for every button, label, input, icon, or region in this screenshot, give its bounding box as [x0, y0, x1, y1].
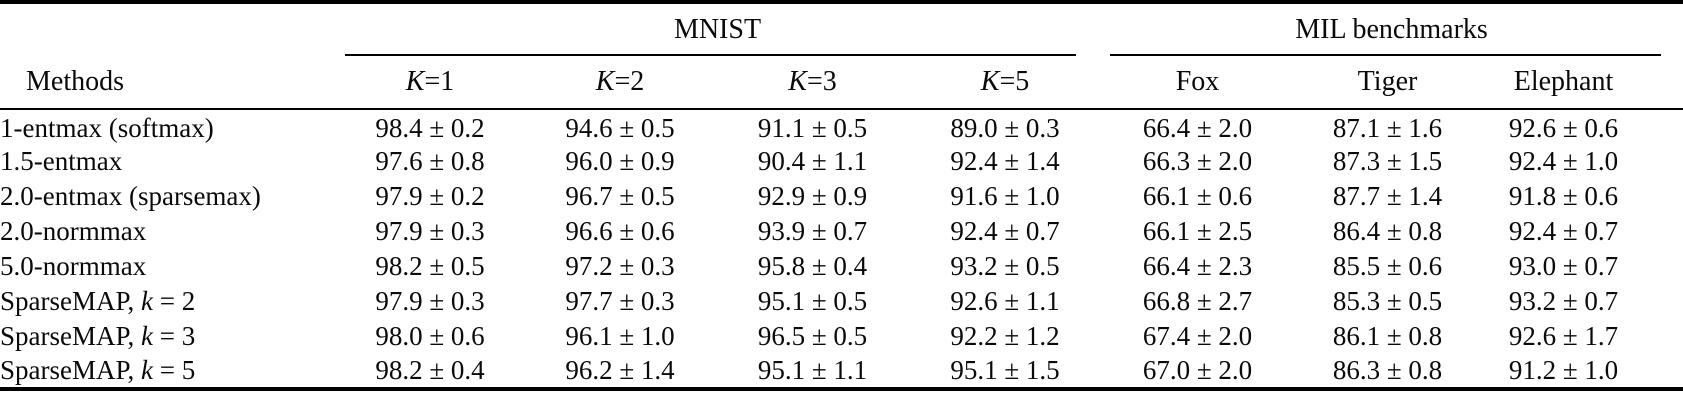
method-name: 1-entmax (softmax): [0, 113, 214, 143]
group-header-mnist-label: MNIST: [673, 14, 762, 45]
table-row: SparseMAP, k = 3 98.0 ± 0.6 96.1 ± 1.0 96.5…: [0, 319, 1683, 354]
method-name: 2.0-entmax (sparsemax): [0, 181, 261, 211]
results-table-body: 1-entmax (softmax) 98.4 ± 0.2 94.6 ± 0.5 91…: [0, 109, 1683, 389]
result-value: 95.1 ± 1.5: [950, 355, 1060, 385]
result-value: 96.7 ± 0.5: [565, 181, 675, 211]
result-value: 97.9 ± 0.2: [375, 181, 485, 211]
result-value: 92.4 ± 1.4: [950, 146, 1060, 176]
method-name: 5.0-normmax: [0, 251, 147, 281]
table-row: 5.0-normmax 98.2 ± 0.5 97.2 ± 0.3 95.8 ± 0.…: [0, 249, 1683, 284]
result-value: 92.6 ± 1.7: [1508, 321, 1619, 351]
result-value: 97.7 ± 0.3: [565, 286, 675, 316]
result-value: 98.0 ± 0.6: [375, 321, 485, 351]
result-value: 92.6 ± 1.1: [950, 286, 1060, 316]
result-value: 87.3 ± 1.5: [1332, 146, 1443, 176]
result-value: 92.4 ± 0.7: [950, 216, 1060, 246]
result-value: 95.1 ± 1.1: [757, 355, 868, 385]
result-value: 86.4 ± 0.8: [1332, 216, 1443, 246]
table-row: 1-entmax (softmax) 98.4 ± 0.2 94.6 ± 0.5 91…: [0, 109, 1683, 144]
col-header-elephant: Elephant: [1480, 56, 1683, 110]
table-row: SparseMAP, k = 5 98.2 ± 0.4 96.2 ± 1.4 95.1…: [0, 354, 1683, 389]
result-value: 92.9 ± 0.9: [757, 181, 868, 211]
result-value: 85.3 ± 0.5: [1332, 286, 1443, 316]
result-value: 97.9 ± 0.3: [375, 286, 485, 316]
result-value: 92.6 ± 0.6: [1508, 113, 1619, 143]
method-name: SparseMAP, k = 3: [0, 321, 196, 351]
result-value: 66.1 ± 2.5: [1142, 216, 1253, 246]
table-row: 2.0-normmax 97.9 ± 0.3 96.6 ± 0.6 93.9 ± 0.…: [0, 214, 1683, 249]
result-value: 66.1 ± 0.6: [1142, 181, 1253, 211]
result-value: 86.1 ± 0.8: [1332, 321, 1443, 351]
table-row: 1.5-entmax 97.6 ± 0.8 96.0 ± 0.9 90.4 ± 1.1…: [0, 144, 1683, 179]
result-value: 91.8 ± 0.6: [1508, 181, 1619, 211]
table-row: SparseMAP, k = 2 97.9 ± 0.3 97.7 ± 0.3 95.1…: [0, 284, 1683, 319]
results-table: MNIST MIL benchmarks Methods K=1 K=2 K=3…: [0, 0, 1683, 391]
method-name: 1.5-entmax: [0, 146, 123, 176]
result-value: 96.6 ± 0.6: [565, 216, 675, 246]
result-value: 91.1 ± 0.5: [757, 113, 868, 143]
result-value: 86.3 ± 0.8: [1332, 355, 1443, 385]
method-name: SparseMAP, k = 5: [0, 355, 196, 385]
col-header-fox: Fox: [1100, 56, 1295, 110]
col-header-k2: K=2: [525, 56, 715, 110]
result-value: 89.0 ± 0.3: [950, 113, 1060, 143]
method-name: 2.0-normmax: [0, 216, 147, 246]
result-value: 93.9 ± 0.7: [757, 216, 868, 246]
result-value: 66.4 ± 2.0: [1142, 113, 1253, 143]
col-header-k3: K=3: [715, 56, 910, 110]
result-value: 87.7 ± 1.4: [1332, 181, 1443, 211]
column-header-row: Methods K=1 K=2 K=3 K=5 Fox Tiger Elepha…: [0, 56, 1683, 110]
result-value: 98.4 ± 0.2: [375, 113, 485, 143]
result-value: 91.2 ± 1.0: [1508, 355, 1619, 385]
result-value: 96.5 ± 0.5: [757, 321, 868, 351]
group-header-spacer: [0, 2, 335, 56]
result-value: 92.4 ± 0.7: [1508, 216, 1619, 246]
result-value: 95.1 ± 0.5: [757, 286, 868, 316]
result-value: 91.6 ± 1.0: [950, 181, 1060, 211]
result-value: 97.6 ± 0.8: [375, 146, 485, 176]
result-value: 98.2 ± 0.4: [375, 355, 485, 385]
result-value: 87.1 ± 1.6: [1332, 113, 1443, 143]
result-value: 94.6 ± 0.5: [565, 113, 675, 143]
result-value: 96.1 ± 1.0: [565, 321, 675, 351]
result-value: 67.4 ± 2.0: [1142, 321, 1253, 351]
col-header-k5: K=5: [910, 56, 1100, 110]
result-value: 66.4 ± 2.3: [1142, 251, 1253, 281]
result-value: 67.0 ± 2.0: [1142, 355, 1253, 385]
col-header-methods: Methods: [0, 56, 335, 110]
result-value: 93.2 ± 0.5: [950, 251, 1060, 281]
result-value: 96.0 ± 0.9: [565, 146, 675, 176]
table-row: 2.0-entmax (sparsemax) 97.9 ± 0.2 96.7 ± 0…: [0, 179, 1683, 214]
method-name: SparseMAP, k = 2: [0, 286, 196, 316]
result-value: 92.4 ± 1.0: [1508, 146, 1619, 176]
result-value: 85.5 ± 0.6: [1332, 251, 1443, 281]
result-value: 66.8 ± 2.7: [1142, 286, 1253, 316]
group-header-row: MNIST MIL benchmarks: [0, 2, 1683, 56]
result-value: 92.2 ± 1.2: [950, 321, 1060, 351]
group-header-mnist: MNIST: [335, 2, 1100, 56]
result-value: 95.8 ± 0.4: [757, 251, 868, 281]
result-value: 90.4 ± 1.1: [757, 146, 868, 176]
result-value: 98.2 ± 0.5: [375, 251, 485, 281]
result-value: 97.2 ± 0.3: [565, 251, 675, 281]
result-value: 97.9 ± 0.3: [375, 216, 485, 246]
result-value: 93.2 ± 0.7: [1508, 286, 1619, 316]
result-value: 96.2 ± 1.4: [565, 355, 675, 385]
result-value: 93.0 ± 0.7: [1508, 251, 1619, 281]
group-header-mil-label: MIL benchmarks: [1295, 14, 1488, 45]
col-header-k1: K=1: [335, 56, 525, 110]
group-header-mil: MIL benchmarks: [1100, 2, 1683, 56]
col-header-tiger: Tiger: [1295, 56, 1480, 110]
result-value: 66.3 ± 2.0: [1142, 146, 1253, 176]
